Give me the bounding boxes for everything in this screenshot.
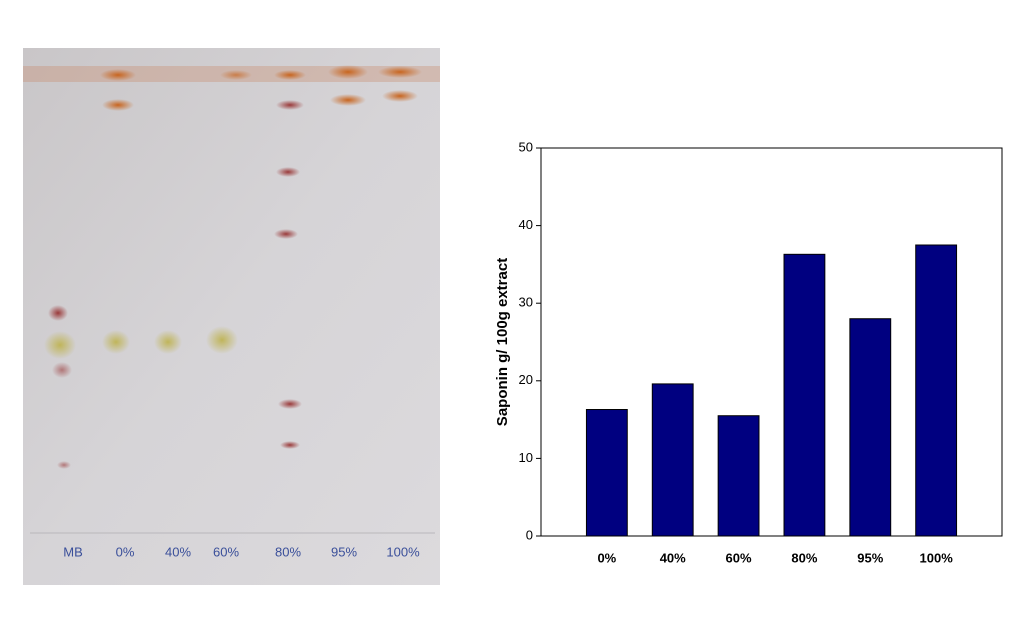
x-tick-label: 0%: [597, 550, 616, 565]
bar: [915, 244, 958, 537]
bar: [585, 409, 628, 537]
plate: [23, 48, 440, 585]
y-axis-label: Saponin g/ 100g extract: [494, 258, 511, 426]
bar: [849, 318, 892, 537]
x-tick-label: 40%: [660, 550, 686, 565]
lane-label: 0%: [116, 544, 135, 559]
x-tick-label: 60%: [726, 550, 752, 565]
lane-label: MB: [63, 544, 83, 559]
x-tick-label: 100%: [920, 550, 954, 565]
x-tick-label: 80%: [791, 550, 817, 565]
y-tick-label: 30: [519, 295, 533, 310]
lane-label: 100%: [386, 544, 420, 559]
spots: [44, 65, 422, 469]
y-tick-label: 20: [519, 372, 533, 387]
y-tick-label: 10: [519, 450, 533, 465]
bar: [717, 415, 760, 537]
plot-frame: [540, 147, 1003, 537]
x-tick-label: 95%: [857, 550, 883, 565]
bar: [651, 383, 694, 537]
lane-label: 80%: [275, 544, 301, 559]
y-tick-label: 0: [526, 527, 533, 542]
lane-label: 60%: [213, 544, 239, 559]
bar: [783, 253, 826, 537]
bar-chart: Saponin g/ 100g extract 0 10 20 30 40 50 0% 40%…: [494, 139, 1003, 565]
lane-label: 40%: [165, 544, 191, 559]
tlc-plate-photo: MB 0% 40% 60% 80% 95% 100%: [23, 48, 440, 585]
y-tick-label: 50: [519, 139, 533, 154]
lane-label: 95%: [331, 544, 357, 559]
y-tick-label: 40: [519, 217, 533, 232]
